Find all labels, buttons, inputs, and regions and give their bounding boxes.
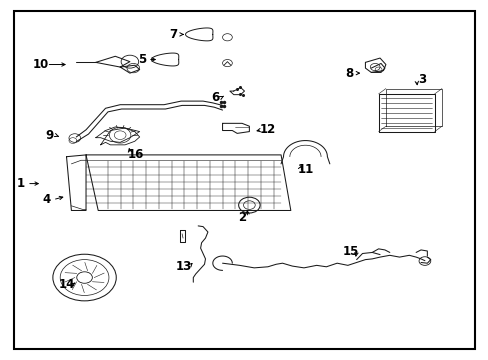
Text: 9: 9 [45,129,54,142]
Text: 8: 8 [345,67,353,80]
Text: 14: 14 [58,278,75,291]
Text: 12: 12 [259,123,275,136]
Text: 13: 13 [175,260,191,273]
Text: 4: 4 [43,193,51,206]
Text: 3: 3 [418,73,426,86]
Text: 10: 10 [33,58,49,71]
Text: 15: 15 [342,245,358,258]
Text: 5: 5 [138,53,146,66]
Text: 11: 11 [297,163,313,176]
Text: 6: 6 [211,91,219,104]
Text: 16: 16 [128,148,144,161]
Text: 7: 7 [169,28,178,41]
Text: 1: 1 [17,177,25,190]
Text: 2: 2 [238,211,245,224]
